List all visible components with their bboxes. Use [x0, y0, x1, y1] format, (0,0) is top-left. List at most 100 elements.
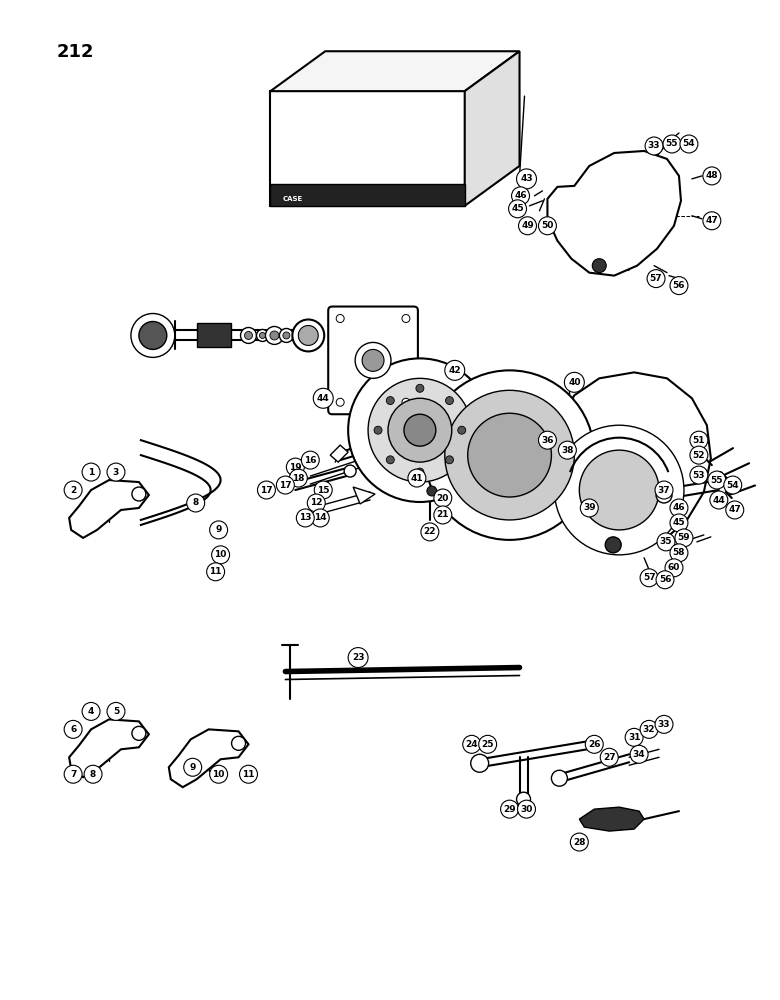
- Text: 6: 6: [70, 725, 76, 734]
- Circle shape: [386, 456, 394, 464]
- Circle shape: [362, 349, 384, 371]
- Circle shape: [445, 397, 453, 405]
- Text: 17: 17: [260, 486, 273, 495]
- Polygon shape: [271, 51, 519, 91]
- Circle shape: [289, 469, 307, 487]
- Text: 54: 54: [682, 139, 695, 148]
- Circle shape: [296, 509, 314, 527]
- Circle shape: [355, 342, 391, 378]
- Circle shape: [211, 546, 229, 564]
- Text: 2: 2: [70, 486, 76, 495]
- Circle shape: [386, 397, 394, 405]
- Text: 55: 55: [711, 476, 723, 485]
- Circle shape: [265, 326, 283, 344]
- Text: 33: 33: [658, 720, 670, 729]
- Circle shape: [518, 800, 536, 818]
- Text: 44: 44: [317, 394, 330, 403]
- Polygon shape: [69, 480, 149, 538]
- Text: 42: 42: [448, 366, 461, 375]
- Circle shape: [301, 451, 319, 469]
- Text: 55: 55: [666, 139, 679, 148]
- Polygon shape: [69, 719, 149, 777]
- Circle shape: [257, 329, 268, 341]
- Text: 11: 11: [243, 770, 255, 779]
- Circle shape: [374, 426, 382, 434]
- Circle shape: [402, 398, 410, 406]
- Circle shape: [640, 720, 658, 738]
- Polygon shape: [271, 184, 465, 206]
- Text: 52: 52: [693, 451, 705, 460]
- Circle shape: [724, 476, 742, 494]
- Circle shape: [257, 481, 275, 499]
- Circle shape: [64, 765, 82, 783]
- Text: 27: 27: [603, 753, 615, 762]
- Text: 12: 12: [310, 498, 322, 507]
- Circle shape: [645, 137, 663, 155]
- Circle shape: [558, 441, 576, 459]
- Circle shape: [538, 217, 556, 235]
- Circle shape: [655, 481, 673, 499]
- Circle shape: [64, 720, 82, 738]
- Circle shape: [210, 765, 228, 783]
- Text: 43: 43: [520, 174, 533, 183]
- Circle shape: [670, 514, 688, 532]
- Circle shape: [336, 315, 344, 322]
- Text: 15: 15: [317, 486, 329, 495]
- Text: 57: 57: [650, 274, 662, 283]
- Circle shape: [107, 702, 125, 720]
- Text: 29: 29: [503, 805, 516, 814]
- Circle shape: [479, 735, 497, 753]
- FancyBboxPatch shape: [328, 307, 418, 414]
- Text: 56: 56: [659, 575, 672, 584]
- Circle shape: [292, 320, 324, 351]
- Text: 30: 30: [520, 805, 533, 814]
- Circle shape: [314, 481, 332, 499]
- Polygon shape: [559, 372, 711, 548]
- Circle shape: [434, 506, 452, 524]
- Text: 35: 35: [660, 537, 672, 546]
- Circle shape: [458, 426, 466, 434]
- Circle shape: [468, 413, 551, 497]
- Circle shape: [647, 270, 665, 288]
- Circle shape: [670, 499, 688, 517]
- Polygon shape: [465, 51, 519, 206]
- Circle shape: [656, 571, 674, 589]
- Text: 13: 13: [299, 513, 311, 522]
- Polygon shape: [548, 151, 681, 276]
- Text: 46: 46: [514, 191, 526, 200]
- Text: 32: 32: [643, 725, 655, 734]
- Circle shape: [726, 501, 744, 519]
- Circle shape: [665, 559, 683, 577]
- Text: 44: 44: [712, 496, 725, 505]
- Circle shape: [132, 726, 146, 740]
- Circle shape: [307, 494, 325, 512]
- Text: 26: 26: [588, 740, 601, 749]
- Text: 10: 10: [215, 550, 227, 559]
- Circle shape: [404, 414, 436, 446]
- Circle shape: [519, 217, 537, 235]
- Circle shape: [107, 463, 125, 481]
- Text: 9: 9: [190, 763, 196, 772]
- Circle shape: [336, 398, 344, 406]
- Circle shape: [670, 544, 688, 562]
- Circle shape: [408, 469, 426, 487]
- Circle shape: [630, 745, 648, 763]
- Circle shape: [538, 431, 556, 449]
- Text: 19: 19: [289, 463, 302, 472]
- Circle shape: [207, 563, 225, 581]
- Circle shape: [703, 167, 721, 185]
- Text: 47: 47: [729, 505, 741, 514]
- Circle shape: [139, 321, 167, 349]
- Text: 212: 212: [56, 43, 94, 61]
- Polygon shape: [353, 487, 375, 504]
- Text: 1: 1: [88, 468, 94, 477]
- Circle shape: [470, 754, 488, 772]
- Text: 58: 58: [672, 548, 685, 557]
- Polygon shape: [197, 323, 231, 347]
- Circle shape: [640, 569, 658, 587]
- Circle shape: [670, 277, 688, 295]
- Circle shape: [344, 465, 356, 477]
- Circle shape: [283, 332, 290, 339]
- Circle shape: [605, 537, 621, 553]
- Text: 45: 45: [672, 518, 686, 527]
